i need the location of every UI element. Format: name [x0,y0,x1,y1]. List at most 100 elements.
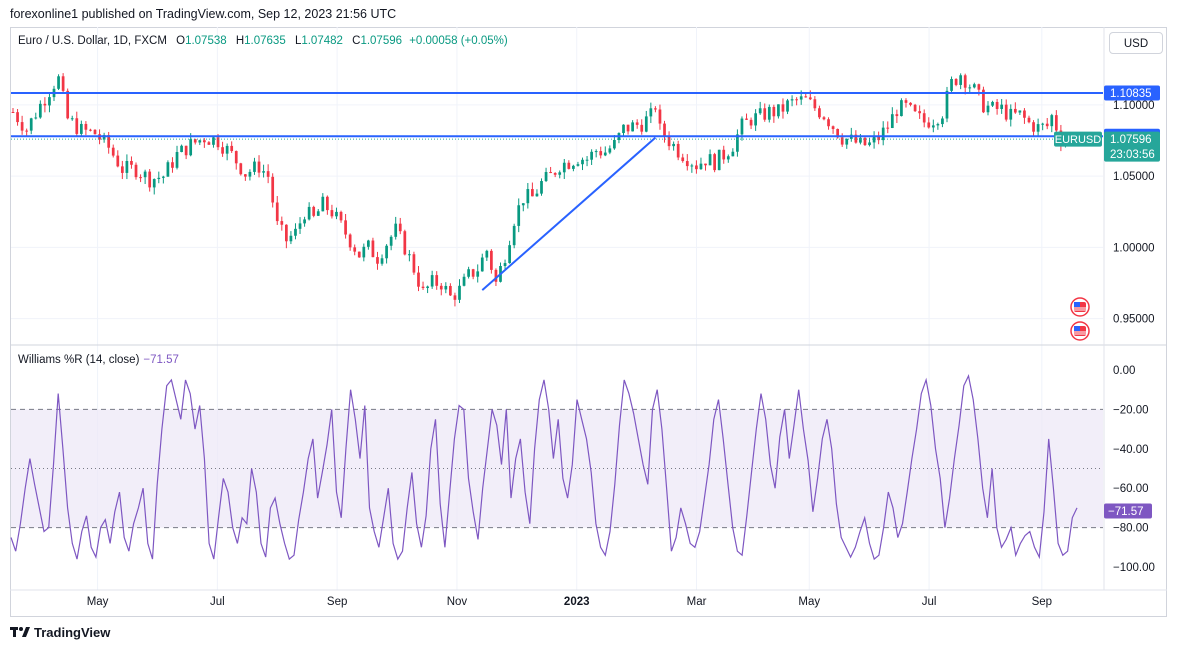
candle-body [389,236,393,246]
candle-body [731,151,735,157]
williams-r-line [10,374,1078,561]
candle-body [79,123,83,134]
candle-body [681,157,685,162]
candle-body [148,171,152,188]
wr-tick-label: 0.00 [1113,365,1135,377]
candle-body [758,108,762,114]
candle-body [685,161,689,167]
candle-body [66,90,70,119]
candle-body [1036,124,1040,132]
candle-body [412,254,416,273]
candle-body [672,143,675,147]
candle-body [931,125,935,128]
time-tick-label: Jul [210,596,225,608]
footer-brand-label: TradingView [34,625,111,640]
time-tick-label: Sep [327,596,347,608]
candle-body [61,76,65,91]
candle-body [808,97,812,100]
candle-body [417,272,420,287]
candle-body [995,101,999,109]
candle-body [740,118,744,135]
candle-body [640,124,644,132]
candle-body [859,137,862,143]
candle-body [991,101,994,106]
candle-body [644,116,648,132]
candle-body [745,118,748,120]
indicator-value: −71.57 [143,354,179,366]
us-flag-icon [1070,321,1090,341]
candle-body [43,103,47,106]
candle-body [503,263,507,266]
candle-body [184,145,188,156]
candle-body [1009,108,1013,120]
candle-body [635,122,639,125]
candle-body [134,164,138,178]
candle-body [284,224,288,242]
time-tick-label: May [798,596,820,608]
candle-body [1054,115,1058,131]
candle-body [198,140,202,143]
level-price-badge-text: 1.10835 [1110,88,1152,100]
candle-body [38,103,42,118]
candle-body [663,123,666,137]
candle-body [562,162,566,173]
candle-body [521,203,525,206]
candle-body [877,136,881,141]
candle-body [704,163,707,166]
candle-body [253,161,256,172]
candle-body [599,151,603,156]
candle-body [631,122,634,132]
candle-body [717,149,721,171]
price-tick-label: 1.00000 [1113,242,1155,254]
currency-button[interactable]: USD [1109,32,1163,54]
candle-body [977,84,981,90]
candle-body [430,275,434,287]
footer-brand[interactable]: TradingView [10,625,110,640]
candle-body [927,122,931,128]
candle-body [257,161,261,173]
symbol-name[interactable]: Euro / U.S. Dollar, 1D, FXCM [18,35,167,47]
level-price-badge-bg [1104,85,1160,101]
candle-body [690,165,694,167]
wr-tick-label: −60.00 [1113,483,1149,495]
candles [11,73,1072,307]
candle-body [353,247,357,252]
candle-body [881,127,885,141]
candle-body [549,172,552,174]
candle-body [462,276,466,286]
candle-body [909,102,912,105]
candle-body [613,139,616,149]
candle-body [380,258,384,264]
candle-body [763,108,767,120]
candle-body [581,159,584,165]
candle-body [941,118,944,125]
candle-body [344,220,347,235]
candle-body [900,100,903,117]
candle-body [845,138,849,145]
candle-body [795,99,799,101]
candle-body [799,96,803,100]
candle-body [298,223,302,229]
chart-frame [10,27,1167,617]
candle-body [922,113,926,123]
publisher-line: forexonline1 published on TradingView.co… [10,7,397,21]
candle-body [526,189,530,204]
candle-body [654,108,657,110]
candle-body [531,189,534,197]
candle-body [667,136,671,147]
candle-body [1050,115,1054,127]
candle-body [863,137,867,146]
candle-body [777,104,780,117]
candle-body [959,75,963,85]
candle-body [130,160,133,165]
price-tick-label: 1.10000 [1113,100,1155,112]
indicator-legend[interactable]: Williams %R (14, close) −71.57 [18,354,179,366]
candle-body [421,286,425,289]
candle-body [622,124,625,134]
candle-body [836,128,840,138]
candle-body [1027,117,1031,123]
candle-body [330,210,334,217]
tradingview-logo-icon [10,625,30,640]
candle-body [658,109,662,124]
